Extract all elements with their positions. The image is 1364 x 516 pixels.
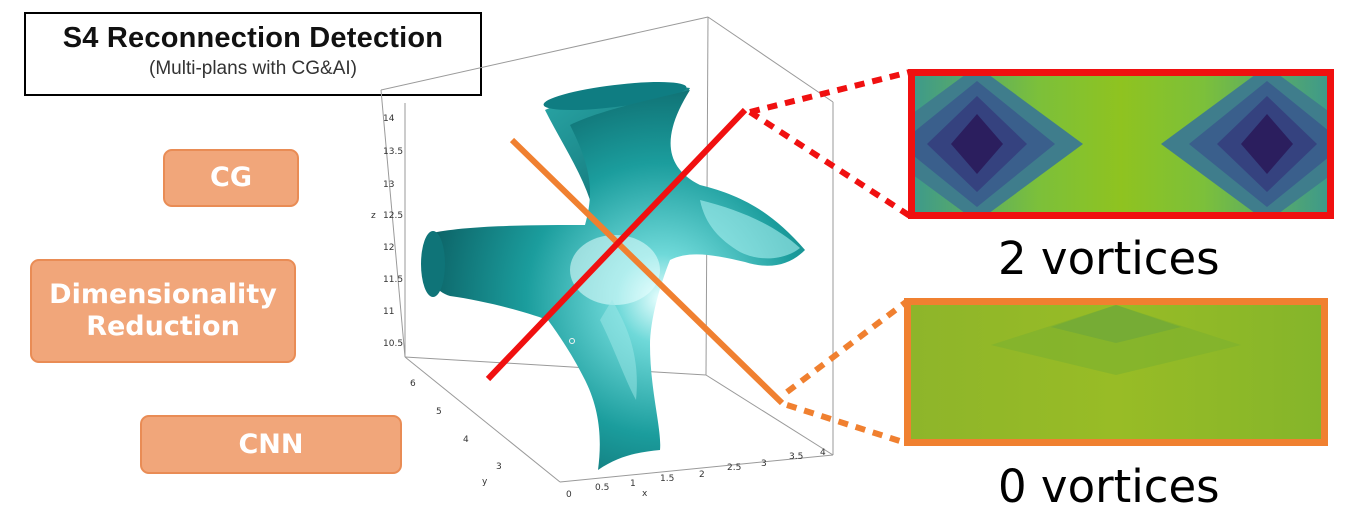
x-tick: 4 bbox=[820, 448, 826, 458]
orange-plane-slice-image bbox=[904, 298, 1328, 446]
z-axis: 14 13.5 13 12.5 12 11.5 11 10.5 z bbox=[371, 114, 403, 349]
dimensionality-reduction-step: Dimensionality Reduction bbox=[30, 259, 296, 363]
x-tick: 3.5 bbox=[789, 452, 803, 462]
y-tick: 3 bbox=[496, 462, 502, 472]
z-axis-label: z bbox=[371, 211, 376, 221]
x-tick: 3 bbox=[761, 459, 767, 469]
z-tick: 14 bbox=[383, 114, 395, 124]
y-axis: 6 5 4 3 y bbox=[410, 379, 502, 487]
orange-cut-plane bbox=[509, 137, 785, 406]
title-box: S4 Reconnection Detection (Multi-plans w… bbox=[24, 12, 482, 96]
x-axis-label: x bbox=[642, 489, 648, 499]
title-subtitle: (Multi-plans with CG&AI) bbox=[149, 58, 357, 79]
z-tick: 13 bbox=[383, 180, 394, 190]
red-cut-plane bbox=[485, 107, 748, 382]
dimensionality-label-line1: Dimensionality bbox=[49, 279, 277, 311]
x-tick: 2.5 bbox=[727, 463, 741, 473]
x-tick: 0 bbox=[566, 490, 572, 500]
z-tick: 12.5 bbox=[383, 211, 403, 221]
y-tick: 6 bbox=[410, 379, 416, 389]
y-axis-label: y bbox=[482, 477, 488, 487]
y-tick: 4 bbox=[463, 435, 469, 445]
red-slice-vortex-count: 2 vortices bbox=[998, 232, 1220, 285]
cg-step: CG bbox=[163, 149, 299, 207]
z-tick: 11 bbox=[383, 307, 394, 317]
x-tick: 1 bbox=[630, 479, 636, 489]
vortex-surface bbox=[421, 81, 805, 470]
x-axis: 0 0.5 1 1.5 2 2.5 3 3.5 4 x bbox=[566, 448, 826, 500]
z-tick: 10.5 bbox=[383, 339, 403, 349]
y-tick: 5 bbox=[436, 407, 442, 417]
title-main: S4 Reconnection Detection bbox=[62, 22, 444, 54]
z-tick: 13.5 bbox=[383, 147, 403, 157]
red-plane-slice-image bbox=[908, 69, 1334, 219]
x-tick: 2 bbox=[699, 470, 705, 480]
orange-slice-vortex-count: 0 vortices bbox=[998, 460, 1220, 513]
x-tick: 1.5 bbox=[660, 474, 674, 484]
vortex-3d-plot: 14 13.5 13 12.5 12 11.5 11 10.5 z 6 5 4 … bbox=[371, 16, 834, 500]
dimensionality-label-line2: Reduction bbox=[86, 311, 240, 342]
z-tick: 11.5 bbox=[383, 275, 403, 285]
cnn-step: CNN bbox=[140, 415, 402, 474]
x-tick: 0.5 bbox=[595, 483, 609, 493]
z-tick: 12 bbox=[383, 243, 394, 253]
